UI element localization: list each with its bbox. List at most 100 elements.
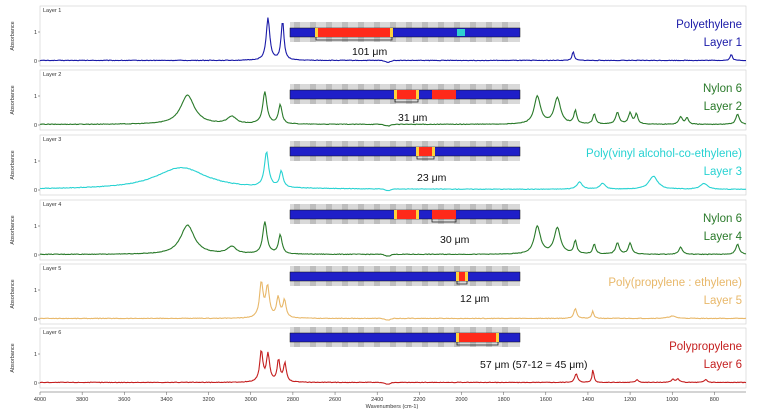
inset-highlight [417, 147, 434, 156]
x-tick-label: 1800 [498, 397, 510, 403]
thickness-bracket [416, 156, 435, 160]
x-tick-label: 1200 [624, 397, 636, 403]
thickness-label: 30 μm [440, 234, 470, 246]
thickness-bracket [456, 342, 499, 346]
y-tick-label: 1 [34, 352, 37, 358]
x-tick-label: 2200 [413, 397, 425, 403]
thickness-bracket [431, 219, 457, 223]
y-tick-label: 1 [34, 94, 37, 100]
spectrum-panel-4: 0 1 Absorbance Layer 4 30 μm Nylon 6 Layer 4 [10, 199, 747, 261]
inset-bar [289, 271, 521, 282]
layer-map-inset: 57 μm (57-12 = 45 μm) [289, 327, 588, 371]
y-axis-label: Absorbance [10, 21, 16, 50]
layer-name: Layer 1 [704, 37, 742, 49]
thickness-label: 57 μm (57-12 = 45 μm) [480, 359, 588, 371]
y-axis-label: Absorbance [10, 279, 16, 308]
y-tick-label: 0 [34, 253, 37, 259]
x-tick-label: 4000 [34, 397, 46, 403]
x-axis-label: Wavenumbers (cm-1) [366, 404, 419, 410]
inset-highlight [316, 28, 392, 37]
inset-edge [416, 147, 419, 156]
x-axis: 4000 3800 3600 3400 3200 3000 2800 2600 2400 2200… [34, 391, 746, 403]
y-tick-label: 0 [34, 123, 37, 129]
inset-edge [315, 28, 318, 37]
y-axis-label: Absorbance [10, 343, 16, 372]
layer-name: Layer 6 [704, 359, 742, 371]
polymer-name: Nylon 6 [703, 213, 742, 225]
x-tick-label: 2600 [329, 397, 341, 403]
y-tick-label: 1 [34, 288, 37, 294]
inset-edge [456, 333, 459, 342]
spectrum-line [39, 281, 747, 321]
layer-map-inset: 23 μm [289, 141, 521, 184]
panel-frame [39, 134, 747, 196]
polymer-name: Nylon 6 [703, 83, 742, 95]
y-axis-label: Absorbance [10, 215, 16, 244]
inset-bar [289, 27, 521, 38]
panel-layer-label: Layer 4 [43, 202, 61, 208]
inset-edge [394, 210, 397, 219]
spectrum-panel-6: 0 1 Absorbance Layer 6 57 μm (57-12 = 45 μm)… [10, 327, 747, 389]
inset-highlight [457, 333, 498, 342]
y-axis-label: Absorbance [10, 150, 16, 179]
panel-layer-label: Layer 5 [43, 266, 61, 272]
panels-group: 0 1 Absorbance Layer 1 101 μm Polyethylene Lay… [10, 5, 747, 389]
x-tick-label: 3000 [245, 397, 257, 403]
panel-layer-label: Layer 1 [43, 8, 61, 14]
panel-frame [39, 263, 747, 325]
inset-edge [390, 28, 393, 37]
spectrum-line [39, 349, 747, 385]
polymer-name: Polypropylene [669, 341, 742, 353]
x-tick-label: 3800 [76, 397, 88, 403]
x-tick-label: 3200 [202, 397, 214, 403]
inset-bar [289, 332, 521, 343]
thickness-bracket [315, 37, 393, 41]
inset-highlight [457, 272, 467, 281]
layer-name: Layer 5 [704, 295, 742, 307]
thickness-label: 101 μm [352, 46, 387, 58]
y-tick-label: 0 [34, 59, 37, 65]
y-tick-label: 0 [34, 317, 37, 323]
inset-edge [465, 272, 468, 281]
y-tick-label: 1 [34, 224, 37, 230]
inset-highlight [395, 90, 418, 99]
thickness-bracket [456, 281, 468, 285]
thickness-label: 31 μm [398, 112, 428, 124]
inset-cyan-marker [457, 29, 465, 36]
x-tick-label: 3400 [160, 397, 172, 403]
spectrum-line [39, 150, 747, 192]
spectrum-panel-2: 0 1 Absorbance Layer 2 31 μm Nylon 6 Layer 2 [10, 69, 747, 131]
layer-map-inset: 30 μm [289, 204, 521, 246]
panel-frame [39, 69, 747, 131]
panel-frame [39, 5, 747, 67]
y-tick-label: 1 [34, 159, 37, 165]
inset-bar [289, 146, 521, 157]
spectrum-panel-5: 0 1 Absorbance Layer 5 12 μm Poly(propylene :… [10, 263, 747, 325]
x-tick-label: 1000 [666, 397, 678, 403]
panel-layer-label: Layer 2 [43, 72, 61, 78]
layer-name: Layer 4 [704, 231, 743, 243]
inset-edge [416, 210, 419, 219]
polymer-name: Poly(vinyl alcohol-co-ethylene) [586, 148, 742, 160]
x-tick-label: 1400 [582, 397, 594, 403]
spectrum-panel-1: 0 1 Absorbance Layer 1 101 μm Polyethylene Lay… [10, 5, 747, 67]
spectrum-line [39, 17, 746, 63]
y-tick-label: 1 [34, 30, 37, 36]
x-tick-label: 2400 [371, 397, 383, 403]
layer-map-inset: 12 μm [289, 266, 521, 305]
inset-edge [394, 90, 397, 99]
x-tick-label: 1600 [540, 397, 552, 403]
panel-frame [39, 199, 747, 261]
panel-layer-label: Layer 3 [43, 137, 61, 143]
inset-highlight [432, 90, 456, 99]
layer-name: Layer 3 [704, 166, 742, 178]
inset-edge [456, 272, 459, 281]
layer-map-inset: 101 μm [289, 22, 521, 58]
inset-highlight [395, 210, 418, 219]
inset-edge [432, 147, 435, 156]
x-tick-label: 3600 [118, 397, 130, 403]
x-tick-label: 800 [710, 397, 719, 403]
x-tick-label: 2800 [287, 397, 299, 403]
spectrum-line [39, 91, 747, 127]
